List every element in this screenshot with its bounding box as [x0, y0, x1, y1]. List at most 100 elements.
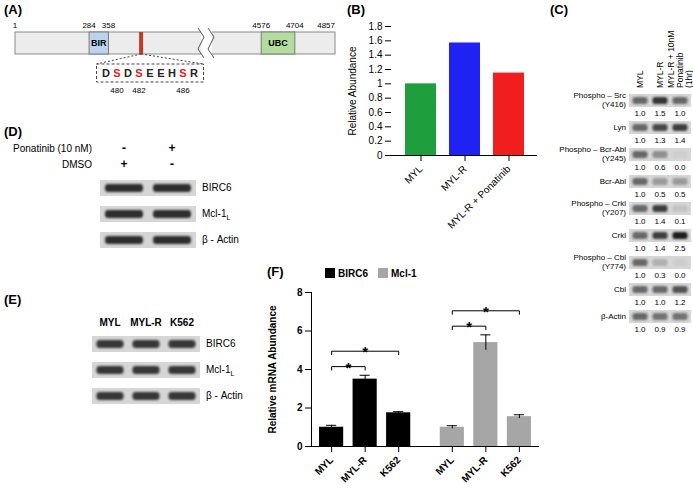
svg-text:MYL: MYL	[313, 454, 336, 477]
svg-text:Relative mRNA Abundance: Relative mRNA Abundance	[267, 305, 278, 434]
svg-text:(Y207): (Y207)	[602, 208, 626, 217]
svg-text:Crkl: Crkl	[612, 231, 626, 240]
svg-text:1.0: 1.0	[634, 136, 646, 145]
svg-text:Mcl-1L: Mcl-1L	[202, 208, 230, 221]
svg-text:S: S	[135, 67, 142, 79]
svg-text:0.5: 0.5	[674, 190, 686, 199]
svg-text:0.1: 0.1	[674, 217, 686, 226]
svg-text:BIRC6: BIRC6	[206, 338, 236, 349]
svg-text:Phospho – Bcr-Abl: Phospho – Bcr-Abl	[559, 145, 626, 154]
svg-text:Mcl-1L: Mcl-1L	[206, 364, 234, 377]
svg-text:4857: 4857	[317, 21, 335, 30]
svg-text:1.0: 1.0	[634, 244, 646, 253]
svg-text:H: H	[168, 67, 176, 79]
svg-text:1.4: 1.4	[369, 49, 383, 60]
svg-text:K562: K562	[498, 454, 523, 479]
svg-text:MYL: MYL	[635, 70, 645, 88]
svg-text:β - Actin: β - Actin	[202, 234, 239, 245]
svg-text:Lyn: Lyn	[613, 123, 626, 132]
svg-text:Phospho – Crkl: Phospho – Crkl	[571, 199, 626, 208]
svg-text:0.9: 0.9	[654, 325, 666, 334]
svg-text:482: 482	[132, 86, 146, 95]
svg-text:D: D	[102, 67, 110, 79]
svg-text:1.0: 1.0	[674, 109, 686, 118]
svg-text:1.4: 1.4	[654, 244, 666, 253]
svg-text:-: -	[170, 157, 174, 171]
svg-text:Cbl: Cbl	[614, 285, 626, 294]
svg-text:284: 284	[82, 21, 96, 30]
svg-text:1.0: 1.0	[634, 271, 646, 280]
svg-text:(1hr): (1hr)	[684, 70, 693, 88]
svg-text:MYL-R: MYL-R	[339, 454, 370, 485]
svg-text:Phospho – Src: Phospho – Src	[574, 91, 626, 100]
svg-text:*: *	[466, 318, 472, 335]
svg-text:D: D	[124, 67, 132, 79]
svg-text:1.0: 1.0	[634, 217, 646, 226]
svg-text:MYL-R + Ponatinib: MYL-R + Ponatinib	[445, 163, 513, 231]
svg-text:BIR: BIR	[91, 38, 107, 48]
svg-text:358: 358	[102, 21, 116, 30]
svg-text:MYL: MYL	[433, 454, 456, 477]
svg-text:1.4: 1.4	[674, 136, 686, 145]
svg-text:1.0: 1.0	[634, 325, 646, 334]
svg-text:E: E	[146, 67, 153, 79]
svg-text:β - Actin: β - Actin	[206, 390, 243, 401]
svg-text:0.6: 0.6	[654, 163, 666, 172]
svg-text:MYL: MYL	[99, 317, 120, 328]
svg-text:4576: 4576	[252, 21, 270, 30]
svg-text:*: *	[362, 343, 368, 360]
svg-text:+: +	[168, 141, 175, 155]
svg-text:DMSO: DMSO	[62, 159, 92, 170]
svg-text:0.0: 0.0	[674, 163, 686, 172]
svg-text:MYL-R: MYL-R	[439, 163, 469, 193]
svg-text:486: 486	[176, 86, 190, 95]
svg-text:1.8: 1.8	[369, 21, 383, 32]
svg-text:8: 8	[297, 287, 303, 298]
svg-text:-: -	[122, 141, 126, 155]
svg-text:E: E	[157, 67, 164, 79]
svg-text:MYL-R: MYL-R	[130, 317, 162, 328]
svg-text:0.4: 0.4	[369, 121, 383, 132]
svg-text:K562: K562	[170, 317, 194, 328]
svg-text:6: 6	[297, 325, 303, 336]
svg-text:K562: K562	[378, 454, 403, 479]
svg-text:Bcr-Abl: Bcr-Abl	[600, 177, 626, 186]
svg-text:0: 0	[377, 150, 383, 161]
svg-text:1.0: 1.0	[634, 298, 646, 307]
svg-text:Relative Abundance: Relative Abundance	[347, 46, 358, 135]
svg-text:S: S	[113, 67, 120, 79]
svg-text:2: 2	[297, 402, 303, 413]
svg-text:+: +	[120, 157, 127, 171]
svg-text:R: R	[190, 67, 198, 79]
svg-text:1: 1	[13, 21, 18, 30]
svg-text:BIRC6: BIRC6	[202, 182, 232, 193]
svg-text:0.0: 0.0	[674, 271, 686, 280]
svg-text:(Y774): (Y774)	[602, 262, 626, 271]
svg-text:1.5: 1.5	[654, 109, 666, 118]
svg-text:0.6: 0.6	[369, 107, 383, 118]
svg-text:0.8: 0.8	[369, 92, 383, 103]
svg-text:MYL-R: MYL-R	[655, 62, 665, 88]
svg-text:S: S	[179, 67, 186, 79]
svg-text:1.6: 1.6	[369, 35, 383, 46]
svg-text:0.3: 0.3	[654, 271, 666, 280]
svg-text:0: 0	[297, 441, 303, 452]
svg-text:1.0: 1.0	[634, 190, 646, 199]
svg-text:1.2: 1.2	[369, 64, 383, 75]
svg-text:1.0: 1.0	[634, 163, 646, 172]
svg-text:*: *	[483, 303, 489, 320]
svg-text:MYL-R: MYL-R	[459, 454, 490, 485]
svg-text:4: 4	[297, 364, 303, 375]
svg-text:Phospho – Cbl: Phospho – Cbl	[574, 253, 627, 262]
svg-text:4704: 4704	[286, 21, 304, 30]
svg-text:0.9: 0.9	[674, 325, 686, 334]
svg-text:1: 1	[377, 78, 383, 89]
svg-text:1.0: 1.0	[634, 109, 646, 118]
svg-text:480: 480	[110, 86, 124, 95]
svg-text:MYL: MYL	[402, 163, 425, 186]
svg-text:1.4: 1.4	[654, 217, 666, 226]
svg-text:Ponatinib (10 nM): Ponatinib (10 nM)	[13, 143, 92, 154]
svg-text:0.2: 0.2	[369, 135, 383, 146]
svg-text:*: *	[345, 359, 351, 376]
svg-text:2.5: 2.5	[674, 244, 686, 253]
